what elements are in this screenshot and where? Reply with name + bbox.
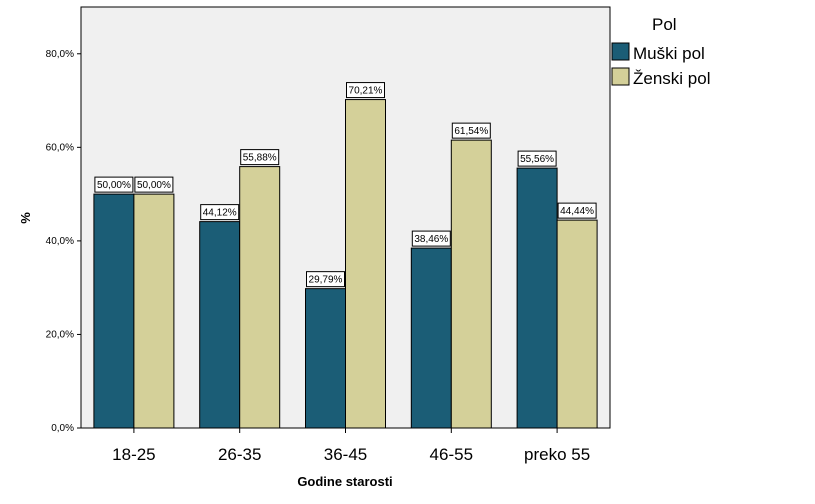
y-tick-label: 40,0% [46, 236, 74, 247]
bar [345, 99, 386, 429]
legend-label-zenski: Ženski pol [633, 69, 710, 88]
legend-label-muski: Muški pol [633, 44, 705, 63]
data-label: 61,54% [454, 126, 488, 137]
data-label-box [306, 271, 345, 288]
x-tick-label: 18-25 [112, 445, 155, 464]
data-label: 29,79% [309, 275, 343, 286]
legend: Pol Muški pol Ženski pol [611, 15, 710, 88]
data-labels: 50,00% 50,00% 44,12% 55,88% 29,79% 70,21% 38,4… [94, 82, 597, 288]
data-label-box [240, 149, 280, 166]
bar [450, 139, 492, 429]
bar [305, 288, 346, 429]
legend-swatch-zenski [611, 67, 630, 86]
data-label: 55,88% [243, 153, 277, 164]
data-label: 50,00% [137, 180, 171, 191]
x-tick-label: 26-35 [218, 445, 261, 464]
data-label-box [411, 230, 451, 247]
bar [133, 193, 175, 429]
data-label-box [451, 122, 491, 139]
data-label: 44,12% [203, 208, 237, 219]
data-label: 38,46% [414, 234, 448, 245]
data-label-box [94, 176, 134, 193]
x-axis: 18-25 26-35 36-45 46-55 preko 55 [112, 428, 590, 464]
y-axis-title: % [18, 212, 33, 224]
data-label: 55,56% [520, 154, 554, 165]
data-label-box [134, 176, 174, 193]
y-tick-label: 60,0% [46, 142, 74, 153]
bar [93, 193, 135, 429]
bar [556, 219, 598, 429]
bar [239, 166, 281, 429]
x-tick-label: preko 55 [524, 445, 590, 464]
data-label: 44,44% [560, 206, 594, 217]
bars [93, 99, 598, 429]
x-tick-label: 46-55 [430, 445, 473, 464]
bar [410, 247, 452, 429]
bar [199, 221, 241, 429]
data-label-box [346, 82, 385, 99]
legend-swatch-muski [611, 42, 630, 61]
legend-title: Pol [652, 15, 677, 34]
data-label: 50,00% [97, 180, 131, 191]
x-tick-label: 36-45 [324, 445, 367, 464]
y-axis: 0,0% 20,0% 40,0% 60,0% 80,0% [46, 49, 81, 434]
data-label-box [200, 204, 240, 221]
y-tick-label: 80,0% [46, 49, 74, 60]
data-label-box [557, 202, 597, 219]
data-label-box [517, 150, 557, 167]
x-axis-title: Godine starosti [297, 474, 392, 489]
y-tick-label: 20,0% [46, 329, 74, 340]
data-label: 70,21% [349, 86, 383, 97]
y-tick-label: 0,0% [51, 423, 74, 434]
bar [516, 167, 558, 429]
